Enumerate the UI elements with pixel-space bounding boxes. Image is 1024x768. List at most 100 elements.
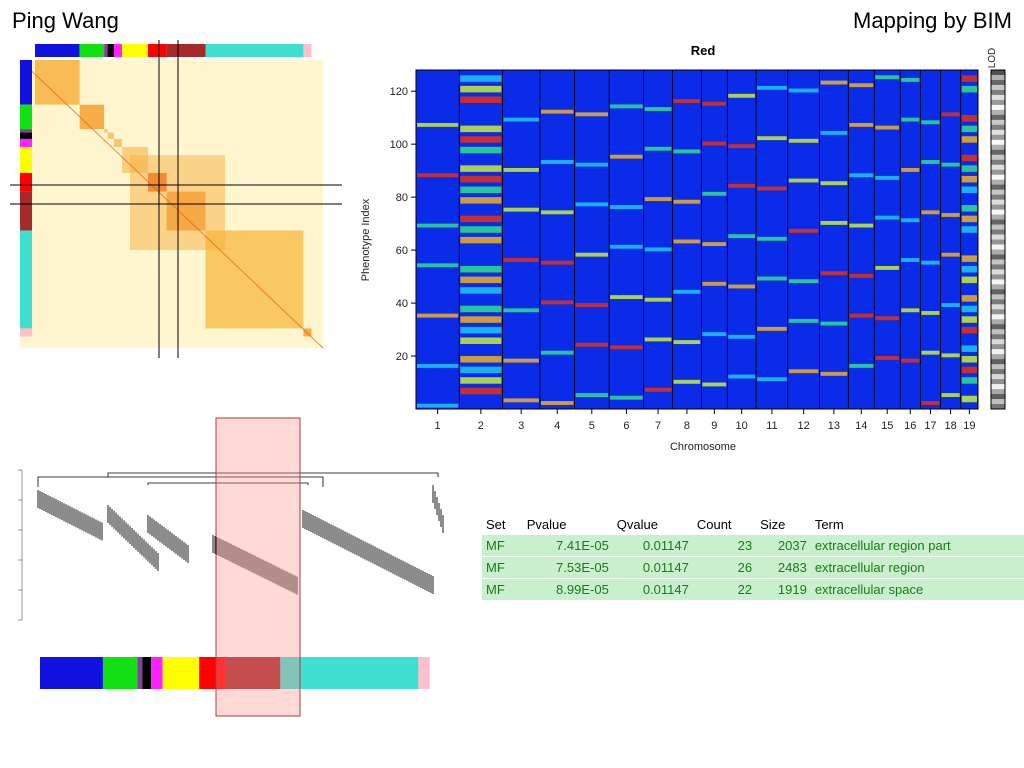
lod-hotspot — [901, 358, 920, 363]
cell-count: 22 — [692, 578, 757, 601]
lod-hotspot — [540, 210, 574, 215]
lod-hotspot — [460, 125, 502, 133]
x-tick-label: 5 — [589, 420, 595, 432]
lod-hotspot — [503, 308, 539, 313]
legend-band — [991, 294, 1005, 300]
lod-hotspot — [460, 96, 502, 103]
module-block — [104, 129, 108, 133]
y-axis: 20 40 60 80 100 120 — [390, 86, 416, 363]
cell-count: 26 — [692, 556, 757, 579]
lod-hotspot — [673, 99, 701, 104]
lod-hotspot — [460, 305, 502, 313]
lod-hotspot — [788, 88, 819, 93]
dendrogram-tree — [37, 472, 444, 595]
legend-band — [991, 314, 1005, 320]
y-tick-label: 40 — [396, 298, 408, 310]
lod-hotspot — [849, 122, 874, 127]
lod-hotspot — [575, 202, 609, 207]
cell-pvalue: 7.53E-05 — [522, 556, 613, 579]
lod-chart-svg: Red 1 2 3 4 5 6 7 8 9 10 11 12 13 14 15 16 17 18 19 204060… — [360, 43, 1006, 453]
lod-hotspot — [540, 109, 574, 114]
slide-title-right: Mapping by BIM — [853, 8, 1012, 33]
lod-hotspot — [575, 252, 609, 257]
legend-band — [991, 279, 1005, 285]
lod-hotspot — [644, 146, 672, 151]
lod-hotspot — [460, 265, 502, 273]
dendrogram-color-segment — [199, 657, 226, 689]
lod-hotspot — [460, 175, 502, 183]
lod-hotspot — [849, 273, 874, 278]
module-block — [79, 104, 105, 130]
legend-band — [991, 344, 1005, 350]
lod-hotspot — [460, 236, 502, 244]
legend-band — [991, 254, 1005, 260]
lod-hotspot — [820, 321, 848, 326]
lod-hotspot — [540, 160, 574, 164]
lod-hotspot — [503, 358, 539, 363]
legend-band — [991, 70, 1005, 76]
lod-hotspot — [644, 337, 672, 342]
lod-hotspot — [460, 316, 502, 323]
lod-hotspot — [575, 303, 609, 307]
lod-hotspot — [503, 258, 539, 262]
lod-hotspot — [921, 160, 940, 164]
legend-band — [991, 244, 1005, 250]
legend-band — [991, 149, 1005, 156]
lod-hotspot — [820, 271, 848, 276]
lod-hotspot — [921, 210, 940, 215]
dendrogram-color-segment — [102, 657, 138, 689]
legend-band — [991, 129, 1005, 136]
lod-hotspot — [728, 374, 756, 379]
lod-hotspot — [460, 146, 502, 154]
lod-hotspot — [702, 332, 727, 337]
lod-hotspot — [961, 276, 977, 284]
legend-band — [991, 309, 1005, 315]
top-color-segment — [35, 44, 80, 57]
lod-hotspot — [575, 342, 609, 347]
legend-band — [991, 239, 1005, 245]
left-color-segment — [20, 138, 32, 147]
legend-frame — [990, 69, 1006, 410]
module-block — [303, 328, 312, 337]
legend-band — [991, 104, 1005, 111]
lod-hotspot — [921, 311, 940, 315]
lod-hotspot — [875, 356, 900, 360]
legend-band — [991, 399, 1005, 405]
lod-hotspot — [610, 345, 643, 350]
lod-hotspot — [728, 334, 756, 339]
left-color-segment — [20, 129, 32, 133]
legend-band — [991, 139, 1005, 146]
lod-hotspot — [673, 379, 701, 384]
lod-hotspot — [728, 284, 756, 289]
dendrogram-color-segment — [162, 657, 200, 689]
lod-hotspot — [417, 122, 459, 127]
lod-hotspot — [610, 154, 643, 159]
legend-band — [991, 369, 1005, 375]
legend-band — [991, 189, 1005, 196]
lod-hotspot — [673, 239, 701, 244]
lod-hotspot — [875, 175, 900, 180]
lod-hotspot — [460, 215, 502, 223]
cell-set: MF — [482, 535, 523, 557]
lod-hotspot — [728, 144, 756, 149]
heatmap-svg — [10, 35, 342, 358]
module-correlation-heatmap — [10, 35, 345, 360]
legend-band — [991, 174, 1005, 181]
header-qvalue: Qvalue — [616, 517, 658, 532]
dendrogram-height-axis — [18, 469, 23, 621]
lod-hotspot — [961, 226, 977, 233]
lod-hotspot — [961, 136, 977, 143]
lod-hotspot — [961, 165, 977, 172]
y-tick-label: 60 — [396, 245, 408, 257]
cell-size: 2483 — [756, 556, 811, 579]
cell-set: MF — [482, 556, 523, 579]
lod-hotspots — [417, 70, 977, 409]
table-row: MF 7.41E-05 0.01147 23 2037 extracellula… — [482, 535, 1024, 557]
lod-hotspot — [757, 377, 787, 382]
lod-hotspot — [728, 234, 756, 239]
x-tick-label: 12 — [798, 420, 810, 432]
legend-band — [991, 249, 1005, 255]
table-row: MF 8.99E-05 0.01147 22 1919 extracellula… — [482, 578, 1024, 601]
legend-band — [991, 94, 1005, 101]
legend-band — [991, 329, 1005, 335]
